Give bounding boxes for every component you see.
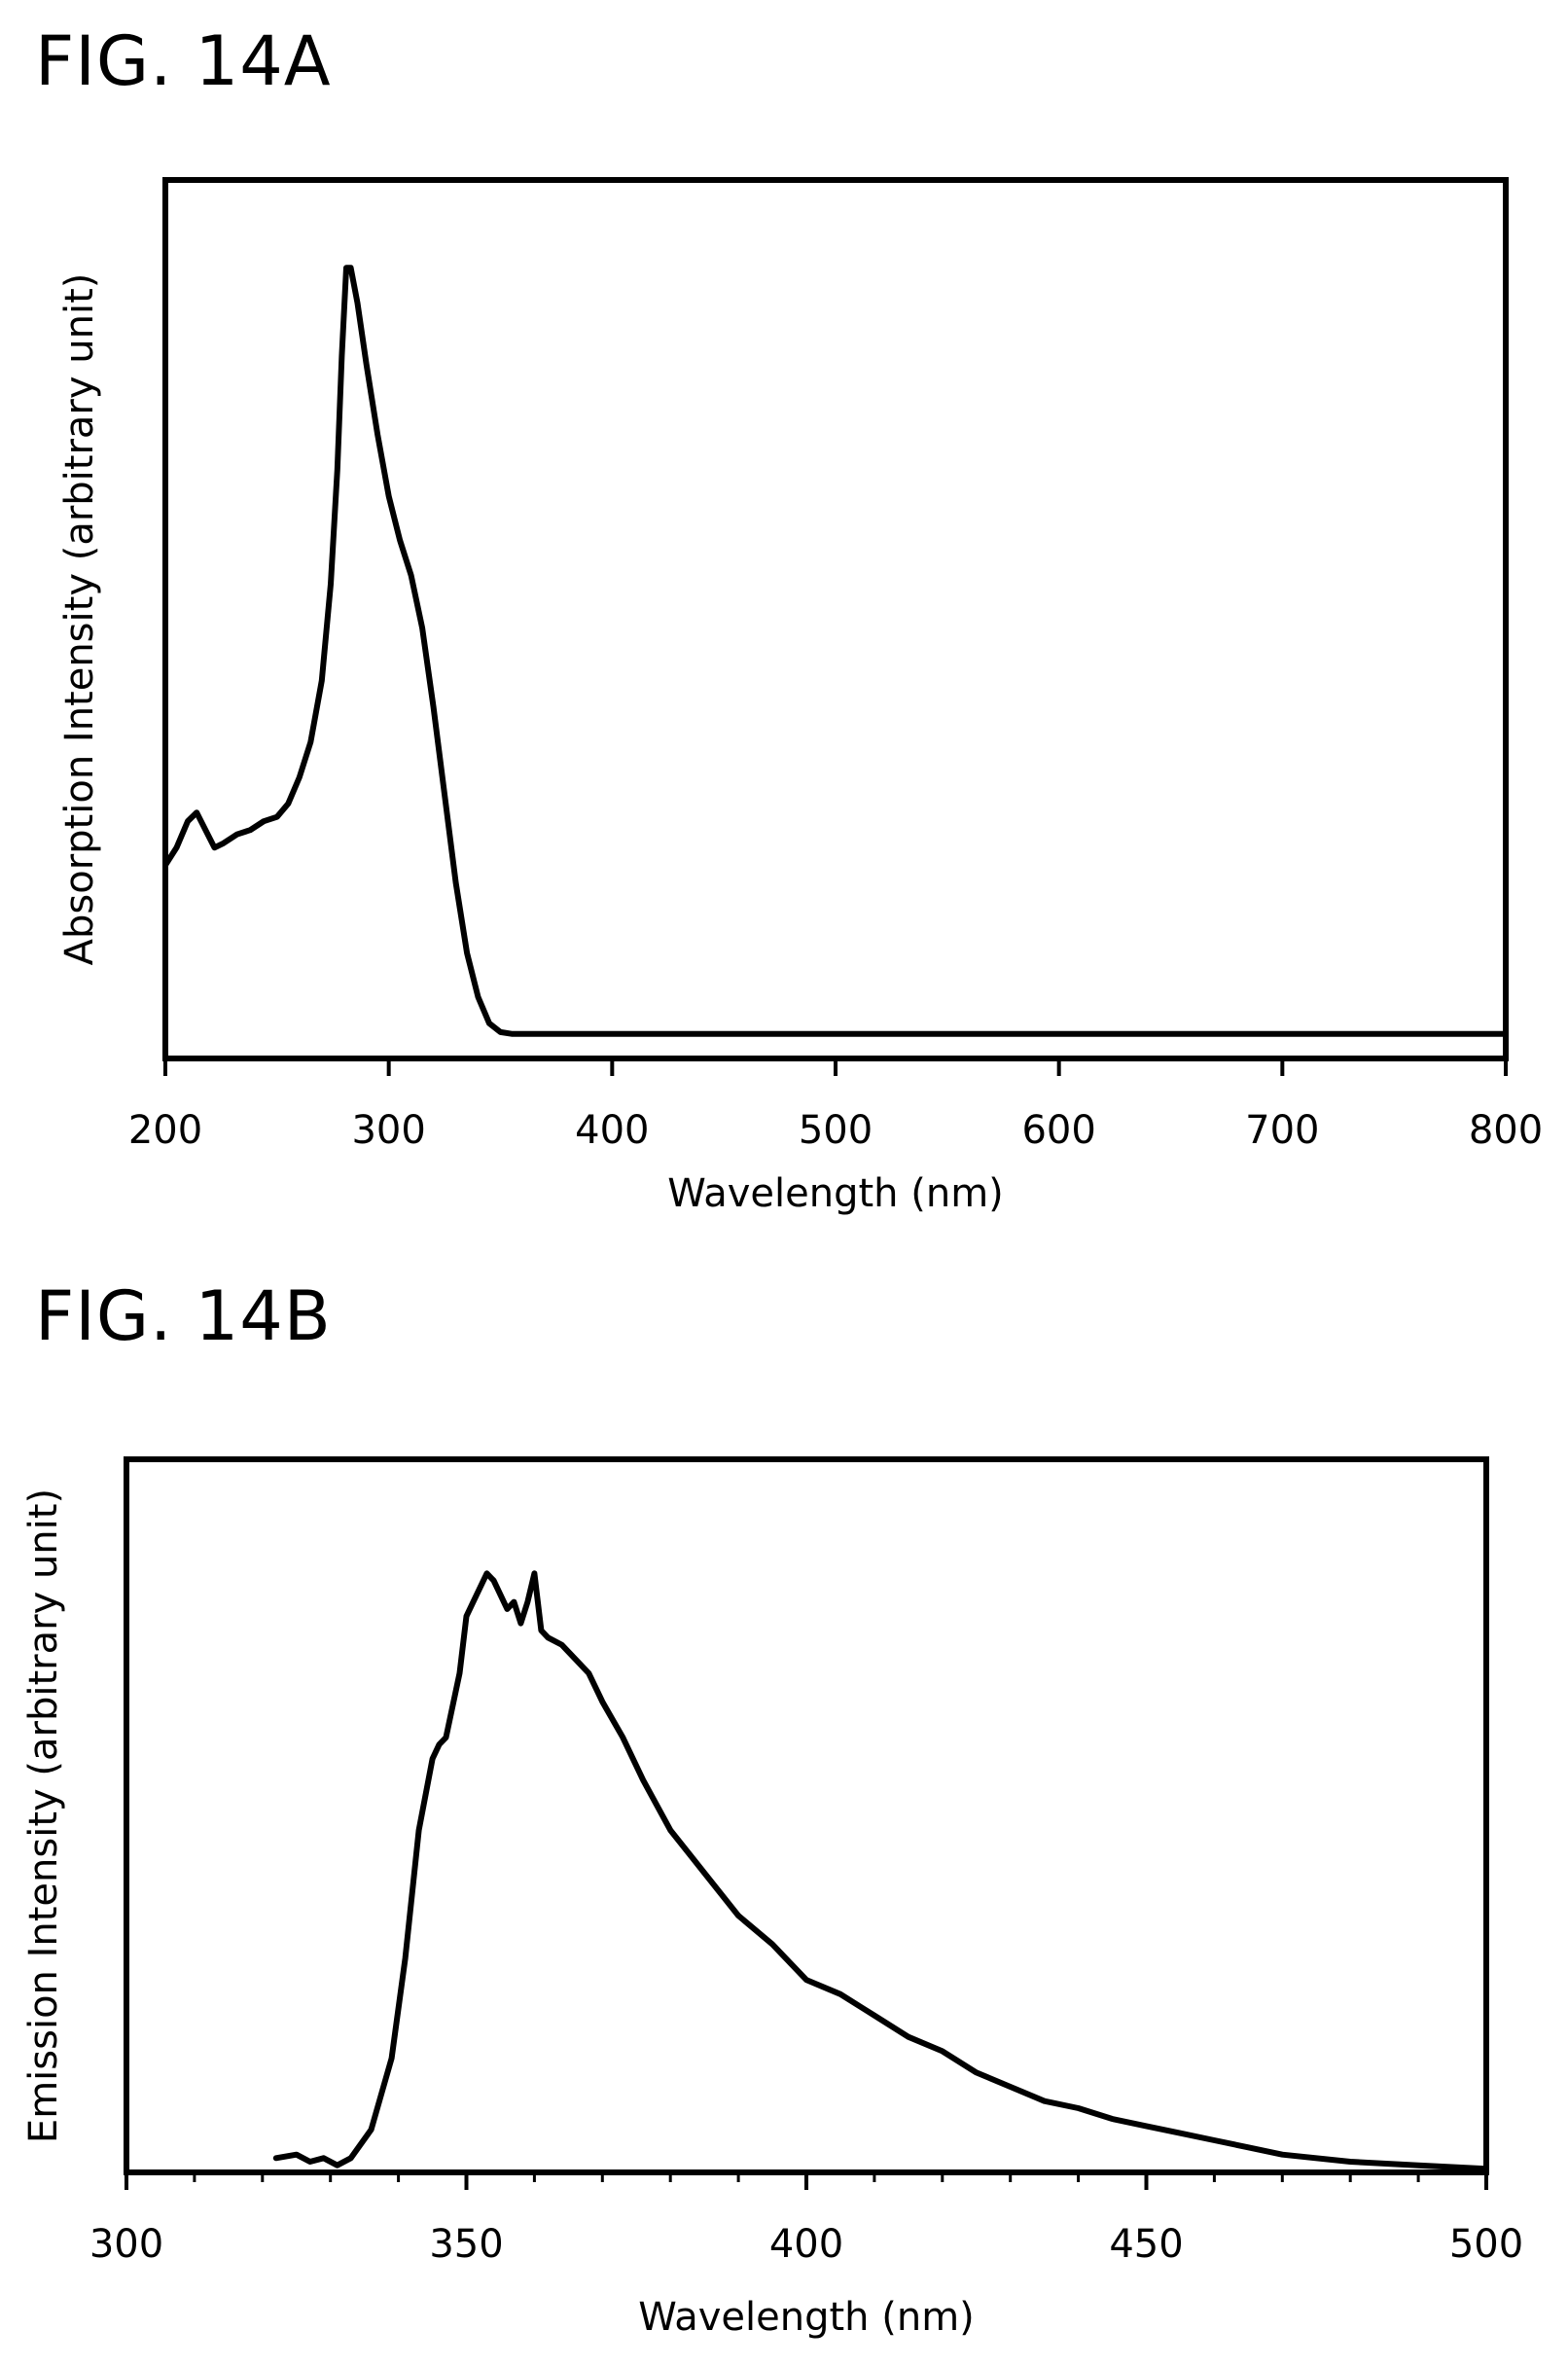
- chart-b-x-tick-label: 500: [1449, 2222, 1523, 2267]
- figure-a-title: FIG. 14A: [35, 21, 332, 101]
- chart-a-x-tick-label: 300: [351, 1108, 425, 1153]
- chart-b-y-axis-label: Emission Intensity (arbitrary unit): [21, 1488, 66, 2143]
- chart-a-x-tick-label: 800: [1469, 1108, 1543, 1153]
- chart-b-x-tick-label: 400: [769, 2222, 843, 2267]
- chart-b-series-line: [272, 1570, 1489, 2172]
- chart-b-x-tick-label: 450: [1109, 2222, 1183, 2267]
- chart-b-x-tick-label: 300: [89, 2222, 163, 2267]
- figure-b-title: FIG. 14B: [35, 1276, 332, 1356]
- chart-a-x-tick-label: 700: [1245, 1108, 1319, 1153]
- chart-a-y-axis-label: Absorption Intensity (arbitrary unit): [57, 273, 102, 966]
- chart-a-x-tick-label: 600: [1021, 1108, 1095, 1153]
- chart-b-x-tick-label: 350: [429, 2222, 503, 2267]
- chart-a-x-tick-label: 400: [575, 1108, 649, 1153]
- chart-a-x-tick-label: 500: [799, 1108, 873, 1153]
- chart-a-x-tick-label: 200: [128, 1108, 202, 1153]
- chart-b-plot-frame: [124, 1456, 1489, 2175]
- chart-a-x-axis-label: Wavelength (nm): [667, 1171, 1004, 1216]
- chart-a-series-line: [162, 265, 1509, 1037]
- chart-a-plot-frame: [162, 177, 1509, 1061]
- chart-b-x-axis-label: Wavelength (nm): [638, 2295, 975, 2340]
